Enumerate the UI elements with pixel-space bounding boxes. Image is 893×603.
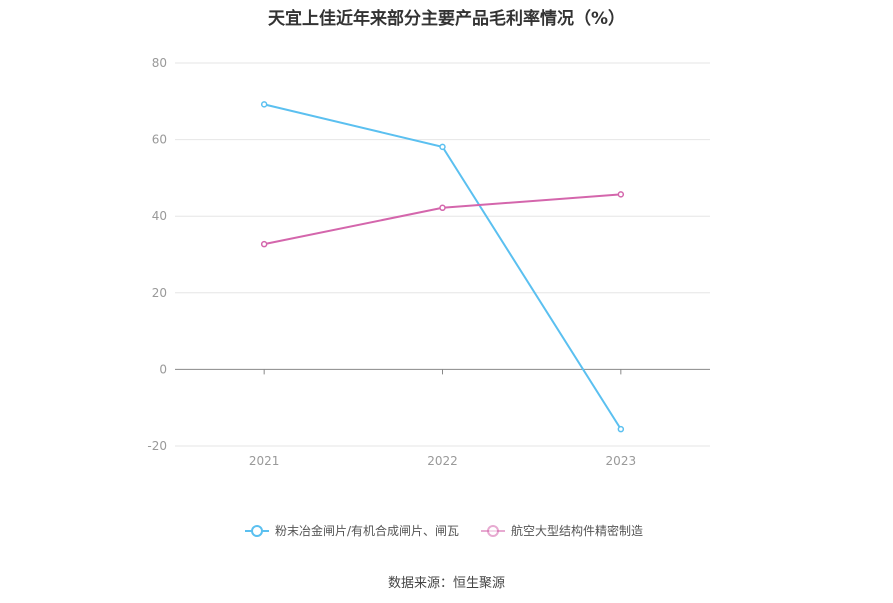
x-tick-label: 2021 (249, 454, 280, 468)
data-point (439, 143, 446, 151)
data-point (260, 240, 268, 248)
legend: 粉末冶金闸片/有机合成闸片、闸瓦 航空大型结构件精密制造 (245, 523, 643, 538)
legend-marker (251, 525, 263, 537)
y-tick-label: 0 (159, 362, 167, 376)
grid-lines (175, 62, 710, 447)
y-tick-label: 80 (152, 56, 167, 70)
axes: 80 60 40 20 0 -20 2021 2022 2023 (147, 56, 710, 468)
legend-marker (487, 525, 499, 537)
data-point (617, 425, 625, 433)
data-source-note: 数据来源：恒生聚源 (387, 576, 505, 591)
series-lines (260, 101, 625, 433)
chart-title: 天宜上佳近年来部分主要产品毛利率情况（%） (267, 9, 626, 29)
y-tick-label: 40 (152, 209, 167, 223)
y-tick-label: 20 (152, 286, 167, 300)
y-tick-label: -20 (147, 439, 167, 453)
legend-label: 粉末冶金闸片/有机合成闸片、闸瓦 (275, 523, 459, 538)
legend-label: 航空大型结构件精密制造 (511, 523, 643, 538)
data-point (439, 204, 446, 212)
series-line (263, 193, 621, 246)
x-tick-label: 2023 (606, 454, 637, 468)
series-line (263, 103, 622, 430)
y-tick-label: 60 (152, 133, 167, 147)
data-point (260, 101, 268, 108)
x-tick-label: 2022 (427, 454, 458, 468)
data-point (617, 191, 625, 198)
